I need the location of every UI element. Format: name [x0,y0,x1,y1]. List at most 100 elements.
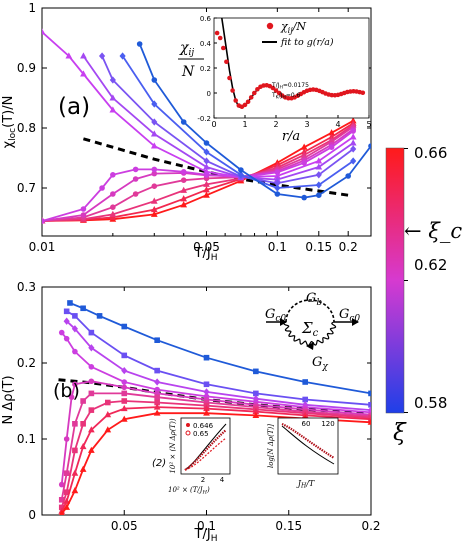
a-series-point [151,100,158,108]
b-series-point [71,325,78,333]
a-series-9 [119,52,357,192]
a-series-point [368,143,371,149]
a-series-point [203,157,210,165]
inset-b2-xtick-120: 120 [321,420,334,428]
a-ytick-label: 0.7 [17,181,36,195]
a-series-point [80,206,87,212]
inset-a-point [242,102,248,108]
inset-a-legend-label-fit: fit to g(r/a) [280,37,334,48]
a-xtick-label: 0.15 [305,240,332,254]
b-series-0 [67,300,371,397]
a-series-point [150,205,158,213]
b-series-line [66,310,371,406]
inset-a-point [270,85,276,91]
inset-a-xtick-label: 1 [242,120,247,129]
a-ytick-label: 1 [28,1,36,15]
inset-a-ytick-label: 0 [207,90,211,98]
a-ytick-label: 0.9 [17,61,36,75]
b-series-point [302,379,308,385]
inset-b1-frame [180,417,231,475]
b-series-1 [63,308,371,408]
panel-b-inset-linear: (2) 0.646 0.65 2 4 10² × (T/JH) 10² × (N… [152,417,231,496]
inset-a-ytick-label: -0.2 [197,115,211,123]
inset-b1-xlabel: 10² × (T/JH) [168,486,210,496]
inset-b2-ylabel: log[N Δρ(T)] [267,424,275,468]
inset-b2-xlabel: JH/T [296,479,315,490]
inset-a-ylabel: χij N [178,40,204,80]
a-series-3 [42,124,356,224]
inset-a-ytick-label: 0.6 [200,15,212,23]
inset-a-annotation-kondo: TK/JH=0.6 [271,92,301,101]
a-series-point [273,175,281,183]
inset-b1-legend-label-filled: 0.646 [193,422,214,430]
inset-a-point [214,30,220,36]
inset-b2-xtick-60: 60 [302,420,311,428]
a-series-point [136,41,143,47]
a-series-point [42,28,46,35]
a-series-point [315,163,323,170]
a-series-point [203,180,210,187]
b-series-point [368,414,371,421]
inset-a-xtick-label: 3 [304,120,309,129]
b-series-point [88,364,95,370]
a-series-point [238,167,244,173]
inset-a-annotation-temperature: T/JH=0.0175 [271,82,309,91]
a-series-point [349,133,357,140]
inset-a-frame [213,17,370,119]
a-series-10 [136,41,371,201]
a-series-point [203,148,210,156]
b-series-point [88,344,95,352]
b-series-point [154,399,160,406]
b-series-point [80,421,86,427]
a-xtick-label: 0.05 [193,240,220,254]
panel-b-ylabel: N Δρ(T) [1,375,16,424]
a-series-point [273,172,281,179]
b-series-point [63,436,70,442]
b-series-point [87,426,95,433]
a-series-point [80,212,87,218]
b-series-point [58,504,65,511]
colorbar-max-label: 0.66 [414,144,447,162]
b-series-8 [58,409,371,515]
panel-b-label: (b) [53,380,80,402]
inset-a-xlabel: r/a [282,129,300,144]
a-series-point [150,210,158,217]
a-series-point [42,218,45,224]
b-series-point [154,378,161,386]
a-series-point [109,210,117,217]
b-series-line [61,332,371,414]
diagram-arrow-left [280,318,287,326]
b-ytick-label: 0.1 [17,432,36,446]
b-series-point [58,329,65,336]
inset-a-points [214,30,366,110]
a-series-point [109,94,117,101]
inset-a-point [221,45,226,51]
inset-b1-data-filled [184,429,227,471]
diagram-arrow-right [352,318,359,326]
a-series-point [151,77,158,83]
b-series-point [154,337,160,343]
inset-a-point [245,99,251,105]
panel-b: 0.05 0.1 0.15 0.2 0 0.1 0.2 0.3 (b) T/JH N Δρ(T… [1,280,381,544]
inset-a-ylabel-denominator: N [181,64,195,80]
inset-a-point [227,75,232,81]
a-series-point [65,52,73,59]
a-series-point [345,173,351,179]
inset-b2-data [281,422,335,459]
a-series-point [315,171,322,179]
b-series-point [253,368,259,375]
a-series-point [110,204,116,210]
colorbar-xi-c-arrow: ← ξ_c [404,219,462,243]
a-series-point [110,191,116,197]
inset-b2-fit-line [281,425,335,465]
a-series-point [80,52,87,59]
a-series-point [132,191,139,197]
inset-a-ylabel-numerator: χij [179,40,194,58]
colorbar-mid-label: 0.62 [414,256,447,274]
b-series-point [368,402,371,408]
panel-a-xlabel: T/JH [194,246,218,263]
inset-b1-legend-marker-open [185,430,191,436]
a-series-point [315,157,323,164]
a-series-point [180,177,187,183]
inset-a-point [360,90,366,96]
